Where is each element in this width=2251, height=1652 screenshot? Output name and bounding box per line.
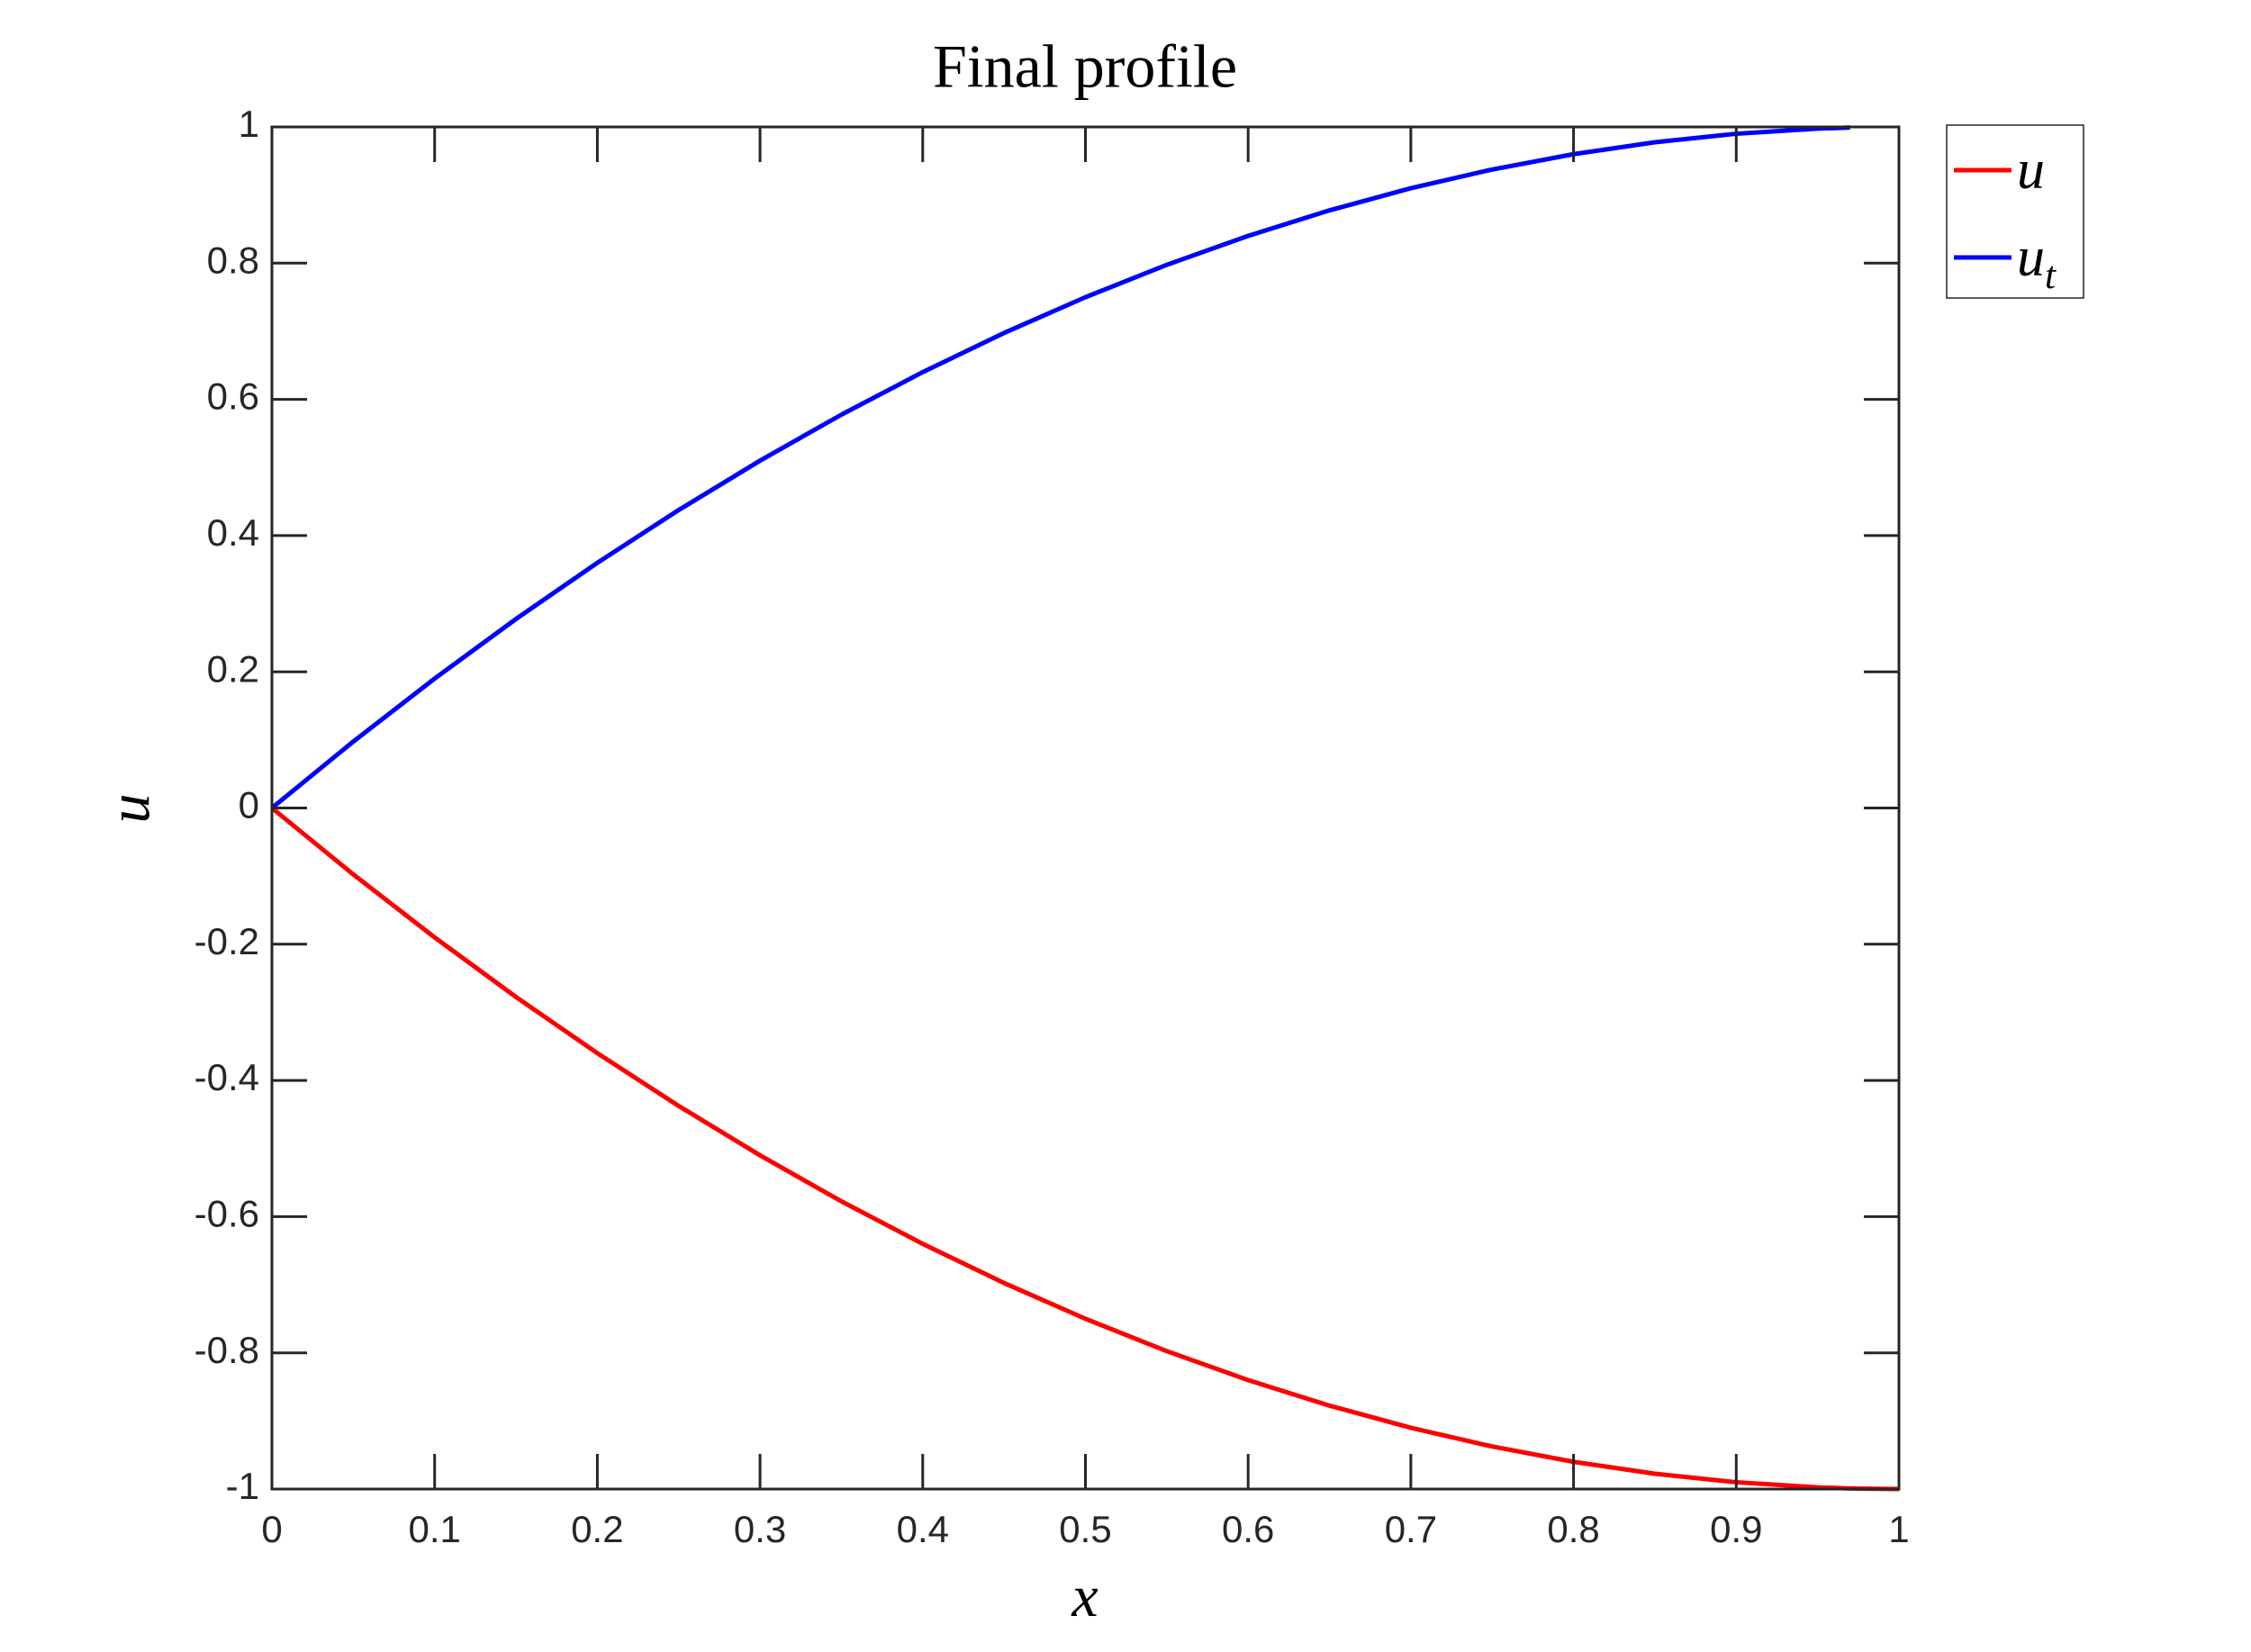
chart-title: Final profile bbox=[933, 32, 1237, 101]
y-tick-label: 0.6 bbox=[207, 375, 259, 418]
legend-label: ut bbox=[2017, 227, 2057, 297]
x-tick-label: 0.5 bbox=[1059, 1508, 1111, 1550]
x-tick-label: 0.4 bbox=[897, 1508, 949, 1550]
x-tick-label: 1 bbox=[1888, 1508, 1909, 1550]
x-tick-label: 0.6 bbox=[1222, 1508, 1274, 1550]
y-tick-label: -0.6 bbox=[194, 1192, 259, 1234]
series-line bbox=[270, 806, 1900, 1492]
y-tick-label: -0.8 bbox=[194, 1329, 259, 1371]
x-tick-label: 0.8 bbox=[1547, 1508, 1599, 1550]
x-tick-label: 0.9 bbox=[1710, 1508, 1762, 1550]
legend-label: u bbox=[2017, 140, 2045, 201]
x-tick-label: 0.7 bbox=[1385, 1508, 1437, 1550]
y-tick-label: -0.2 bbox=[194, 920, 259, 962]
y-tick-label: 0.2 bbox=[207, 647, 259, 690]
y-tick-label: 0 bbox=[239, 784, 259, 826]
series-line bbox=[270, 125, 1850, 810]
x-tick-label: 0.1 bbox=[409, 1508, 461, 1550]
y-tick-label: 0.8 bbox=[207, 239, 259, 281]
x-axis-label: x bbox=[1071, 1564, 1098, 1629]
y-tick-label: 0.4 bbox=[207, 511, 259, 554]
x-tick-label: 0.2 bbox=[571, 1508, 623, 1550]
legend-box bbox=[1946, 124, 2084, 299]
y-tick-label: -0.4 bbox=[194, 1056, 259, 1098]
y-tick-label: 1 bbox=[239, 103, 259, 145]
x-tick-label: 0 bbox=[261, 1508, 282, 1550]
y-axis-label: u bbox=[96, 794, 162, 824]
x-tick-label: 0.3 bbox=[734, 1508, 786, 1550]
y-tick-label: -1 bbox=[226, 1465, 259, 1507]
